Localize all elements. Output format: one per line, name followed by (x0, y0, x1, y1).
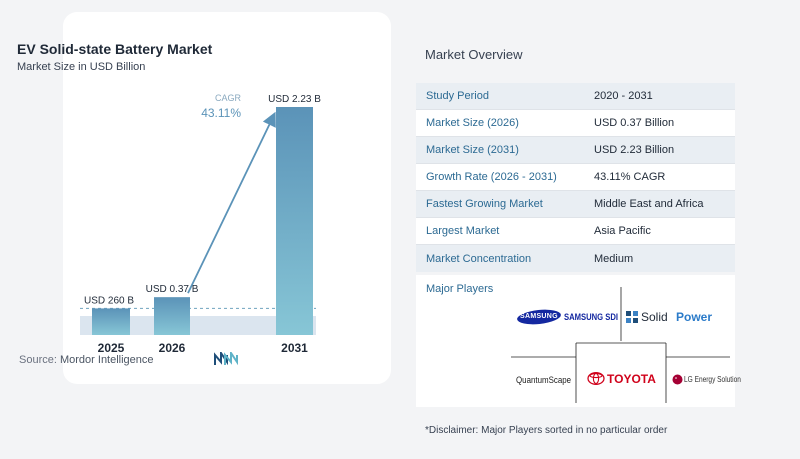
cagr-value: 43.11% (201, 106, 241, 120)
row-label: Largest Market (426, 225, 500, 237)
overview-table: Study Period 2020 - 2031 Market Size (20… (416, 83, 735, 272)
bar-2026 (154, 297, 190, 335)
overview-row: Growth Rate (2026 - 2031) 43.11% CAGR (416, 164, 735, 191)
row-value: Middle East and Africa (594, 198, 704, 210)
row-value: Asia Pacific (594, 225, 651, 237)
source-name: Mordor Intelligence (59, 354, 154, 366)
samsung-sdi-logo-text: SAMSUNG SDI (564, 312, 618, 322)
row-label: Market Size (2031) (426, 144, 519, 156)
chart-subtitle: Market Size in USD Billion (17, 61, 146, 73)
x-tick-2025: 2025 (98, 341, 125, 355)
cagr-arrow (187, 111, 276, 294)
row-label: Growth Rate (2026 - 2031) (426, 171, 557, 183)
major-players-panel: Major Players SAMSUNG SAMSUNG SDI Solid … (416, 275, 741, 407)
cagr-label: CAGR (215, 93, 242, 103)
solid-power-icon (626, 311, 638, 323)
row-value: 2020 - 2031 (594, 90, 653, 102)
row-value: Medium (594, 252, 634, 265)
row-value: 43.11% CAGR (594, 171, 666, 183)
baseline-band (80, 316, 316, 335)
row-value: USD 0.37 Billion (594, 117, 675, 129)
bar-2031 (276, 107, 313, 335)
lg-logo-icon (672, 374, 683, 385)
source-note: Source: Mordor Intelligence (19, 354, 154, 366)
overview-title: Market Overview (425, 47, 523, 62)
players-label: Major Players (426, 283, 494, 295)
mordor-logo-icon (214, 352, 238, 366)
row-label: Fastest Growing Market (426, 198, 543, 210)
overview-row: Market Concentration Medium (416, 245, 735, 272)
row-label: Study Period (426, 90, 489, 102)
overview-row: Market Size (2031) USD 2.23 Billion (416, 137, 735, 164)
data-label-2026: USD 0.37 B (146, 284, 199, 295)
toyota-logo-text: TOYOTA (607, 372, 656, 386)
source-label: Source: (19, 354, 57, 366)
data-label-2025: USD 260 B (84, 295, 134, 306)
samsung-logo-icon (517, 309, 561, 325)
solid-power-text-a: Solid (641, 310, 668, 324)
row-label: Market Concentration (426, 252, 532, 265)
overview-row: Largest Market Asia Pacific (416, 218, 735, 245)
players-grid-lines (511, 287, 730, 403)
bar-2025 (92, 308, 130, 335)
bar-chart: USD 260 B 2025 USD 0.37 B 2026 USD 2.23 B 203… (80, 93, 321, 355)
disclaimer: *Disclaimer: Major Players sorted in no … (425, 425, 668, 436)
row-value: USD 2.23 Billion (594, 144, 675, 156)
quantumscape-logo-text: QuantumScape (516, 375, 572, 385)
row-label: Market Size (2026) (426, 117, 519, 129)
solid-power-text-b: Power (676, 310, 713, 324)
lg-logo-text: LG Energy Solution (684, 375, 741, 384)
chart-title: EV Solid-state Battery Market (17, 41, 213, 57)
x-tick-2026: 2026 (159, 341, 186, 355)
overview-row: Fastest Growing Market Middle East and A… (416, 191, 735, 218)
overview-row: Market Size (2026) USD 0.37 Billion (416, 110, 735, 137)
overview-row: Study Period 2020 - 2031 (416, 83, 735, 110)
data-label-2031: USD 2.23 B (268, 94, 321, 105)
samsung-logo-text: SAMSUNG (520, 313, 558, 320)
toyota-emblem-icon (587, 372, 605, 385)
x-tick-2031: 2031 (281, 341, 308, 355)
